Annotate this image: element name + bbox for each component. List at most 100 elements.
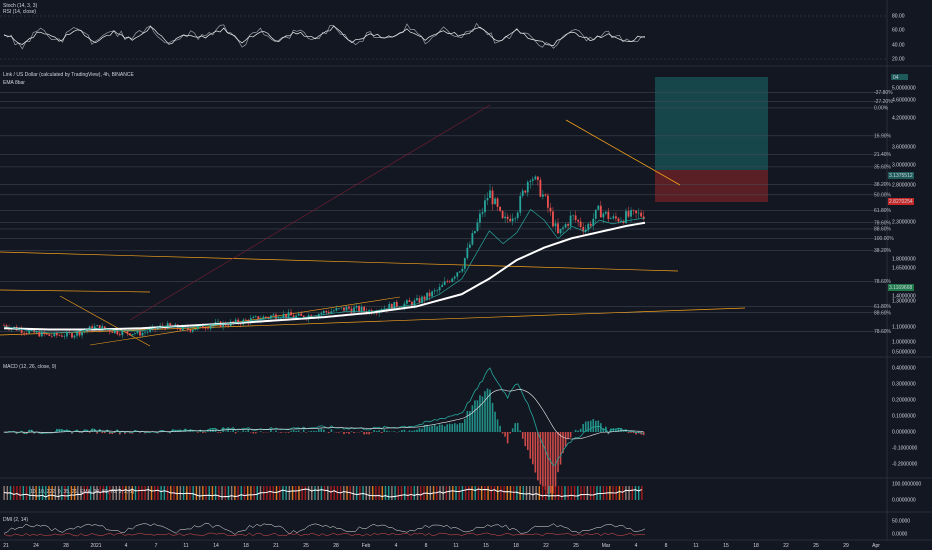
candle-body [544,194,547,196]
candle-body [393,301,396,310]
oscillator-bar [240,486,242,500]
macd-histogram-bar [557,432,559,473]
dmi-title: DMI (2, 14) [3,517,28,523]
macd-histogram-bar [103,432,106,434]
candle-body [81,331,83,336]
x-axis-tick: 18 [513,543,519,549]
candle-body [272,314,275,316]
candle-body [637,212,640,214]
candle-body [635,210,637,214]
oscillator-bar [282,486,284,500]
macd-histogram-bar [501,432,504,434]
macd-axis-tick: -0.2000000 [892,462,918,468]
fib-label: 50.00% [874,192,892,198]
fib-label: 88.60% [874,310,892,316]
candle-body [531,179,534,181]
x-axis-tick: 18 [753,543,759,549]
candle-body [406,300,408,304]
candle-body [232,321,235,323]
macd-histogram-bar [418,428,421,432]
oscillator-bar [525,486,528,500]
candle-body [217,321,219,323]
candle-body [471,233,474,245]
fib-label: 16.90% [874,133,892,139]
macd-histogram-bar [348,432,350,434]
candle-body [423,296,426,300]
x-axis-tick: 11 [453,543,458,549]
macd-histogram-bar [516,422,519,432]
candle-body [521,190,524,196]
candle-body [584,229,587,232]
macd-histogram-bar [252,432,255,434]
oscillator-bar [545,486,547,500]
macd-histogram-bar [317,429,320,432]
candle-body [134,333,136,334]
candle-body [28,330,31,334]
candle-body [141,332,144,336]
oscillator-bar [323,486,326,500]
candle-body [239,323,242,325]
candle-body [514,217,517,219]
oscillator-bar [493,486,496,500]
macd-histogram-bar [270,429,272,432]
candle-body [441,284,444,287]
oscillator-bar [381,486,383,500]
candle-body [526,181,529,193]
oscillator-bar [301,486,303,500]
macd-histogram-bar [78,432,81,433]
candle-body [640,212,643,217]
macd-histogram-bar [184,428,187,432]
candle-body [139,330,141,336]
macd-histogram-bar [506,432,509,444]
candle-body [161,325,164,327]
stop-price-tag [888,198,914,205]
x-axis-tick: 11 [183,543,188,549]
x-axis-tick: Feb [362,543,371,549]
candle-body [78,331,81,336]
oscillator-bar [512,486,515,500]
macd-histogram-bar [338,432,340,433]
candle-body [287,312,290,318]
macd-histogram-bar [529,432,532,459]
oscillator-bar [176,486,178,500]
ema-line [3,221,646,331]
oscillator-bar [355,486,358,500]
oscillator-axis-tick: 100.0000000 [892,482,921,488]
candle-body [630,210,632,217]
macd-histogram-bar [297,430,300,432]
candle-body [322,311,325,314]
candle-body [290,312,292,316]
oscillator-bar [327,486,329,500]
oscillator-bar [51,486,53,500]
macd-histogram-bar [469,410,471,432]
macd-histogram-bar [302,429,305,432]
macd-histogram-bar [197,432,199,433]
oscillator-bar [580,486,582,500]
candle-body [23,332,26,334]
oscillator-bar [73,486,76,500]
fib-label: 100.00% [874,236,894,242]
candle-body [40,331,43,337]
candle-body [45,334,48,335]
oscillator-bar [375,486,377,500]
oscillator-bar [160,486,162,500]
candle-body [345,306,348,311]
candle-body [456,272,459,277]
macd-histogram-bar [393,431,396,432]
macd-histogram-bar [559,432,562,465]
macd-histogram-bar [579,428,582,432]
candle-body [529,180,532,182]
candle-body [597,205,600,210]
oscillator-bar [121,486,124,500]
candle-body [499,206,501,211]
candle-body [479,213,481,223]
candle-body [113,330,116,333]
oscillator-bar [64,486,66,500]
candle-body [559,228,562,234]
stoch-axis-tick: 40.00 [892,43,905,49]
oscillator-bar [404,486,406,500]
oscillator-bar [573,486,576,500]
oscillator-bar [416,486,419,500]
macd-histogram-bar [111,432,114,435]
